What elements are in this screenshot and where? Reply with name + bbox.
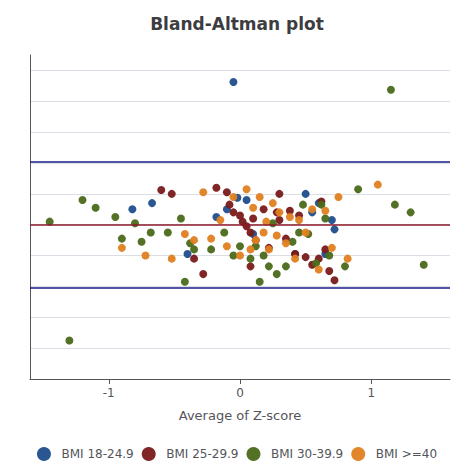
svg-text:-1: -1: [103, 386, 115, 400]
svg-text:BMI 18-24.9: BMI 18-24.9: [61, 447, 133, 461]
svg-text:BMI >=40: BMI >=40: [376, 447, 437, 461]
svg-text:0: 0: [236, 386, 244, 400]
svg-text:BMI 25-29.9: BMI 25-29.9: [166, 447, 238, 461]
svg-text:1: 1: [367, 386, 375, 400]
svg-text:Bland-Altman plot: Bland-Altman plot: [150, 14, 324, 34]
svg-text:Average of Z-score: Average of Z-score: [179, 408, 301, 423]
svg-text:BMI 30-39.9: BMI 30-39.9: [271, 447, 343, 461]
